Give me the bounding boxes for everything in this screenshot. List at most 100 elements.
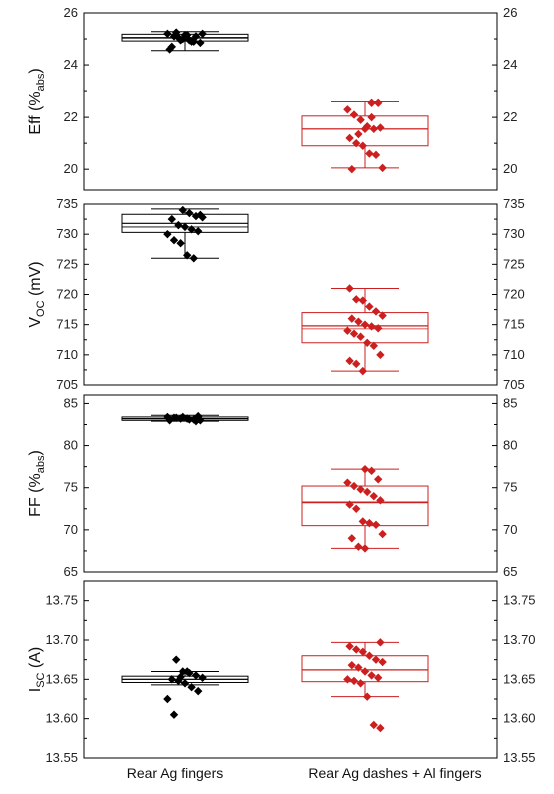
data-point bbox=[172, 413, 181, 422]
y-tick-label: 85 bbox=[64, 395, 78, 410]
data-point bbox=[374, 98, 383, 108]
data-point bbox=[371, 655, 381, 664]
box-iqr bbox=[301, 655, 429, 683]
data-point bbox=[178, 205, 187, 215]
data-point bbox=[365, 302, 374, 311]
y-tick-label-right: 720 bbox=[503, 287, 525, 302]
data-point bbox=[176, 239, 185, 248]
y-tick-label-right: 80 bbox=[503, 438, 517, 453]
data-point bbox=[347, 660, 356, 670]
data-point bbox=[354, 129, 363, 139]
box-rear-ag-fingers bbox=[121, 205, 249, 263]
data-point bbox=[347, 534, 356, 543]
y-axis-label: Eff (%abs) bbox=[27, 68, 47, 134]
data-point bbox=[376, 638, 385, 647]
y-tick-label-right: 735 bbox=[503, 196, 525, 211]
data-point bbox=[354, 663, 363, 672]
data-point bbox=[345, 284, 354, 293]
data-point bbox=[360, 124, 370, 134]
box-rear-ag-fingers bbox=[121, 655, 249, 719]
data-point bbox=[376, 123, 385, 132]
y-tick-label: 13.55 bbox=[45, 750, 78, 765]
data-point bbox=[360, 320, 370, 329]
data-point bbox=[167, 214, 176, 224]
y-tick-label: 730 bbox=[56, 226, 78, 241]
y-tick-label: 710 bbox=[56, 347, 78, 362]
panel-1: 20 20 22 22 24 24 26 26 Eff (%abs) bbox=[27, 5, 517, 191]
plot-frame bbox=[83, 394, 498, 573]
data-point bbox=[180, 679, 190, 688]
y-tick-label: 22 bbox=[64, 109, 78, 124]
data-point bbox=[345, 642, 354, 651]
box-rear-ag-dashes-al-fingers bbox=[301, 98, 429, 174]
x-category-label: Rear Ag fingers bbox=[127, 765, 224, 781]
data-point bbox=[172, 655, 181, 664]
y-tick-label: 24 bbox=[64, 57, 78, 72]
box-iqr bbox=[301, 485, 429, 527]
data-point bbox=[165, 416, 174, 425]
data-point bbox=[185, 208, 194, 218]
data-point bbox=[169, 236, 179, 245]
box-rear-ag-fingers bbox=[121, 411, 249, 426]
data-point bbox=[191, 416, 201, 426]
y-tick-label-right: 22 bbox=[503, 109, 517, 124]
data-point bbox=[376, 350, 385, 360]
panel-3: 65 65 70 70 75 75 80 80 85 85 FF (%abs) bbox=[27, 394, 517, 579]
data-point bbox=[349, 481, 359, 491]
data-point bbox=[360, 464, 370, 474]
y-tick-label: 26 bbox=[64, 5, 78, 20]
data-point bbox=[345, 500, 354, 509]
data-point bbox=[198, 29, 207, 39]
data-point bbox=[352, 138, 361, 148]
data-point bbox=[174, 33, 183, 42]
y-tick-label-right: 730 bbox=[503, 226, 525, 241]
data-point bbox=[180, 222, 190, 232]
y-axis-label: FF (%abs) bbox=[27, 450, 47, 517]
y-tick-label: 720 bbox=[56, 287, 78, 302]
data-point bbox=[369, 491, 378, 501]
y-tick-label: 13.65 bbox=[45, 671, 78, 686]
data-point bbox=[376, 723, 385, 733]
data-point bbox=[167, 42, 176, 52]
y-tick-label-right: 26 bbox=[503, 5, 517, 20]
y-tick-label-right: 13.70 bbox=[503, 632, 536, 647]
y-tick-label-right: 13.55 bbox=[503, 750, 536, 765]
data-point bbox=[363, 692, 372, 701]
data-point bbox=[163, 694, 172, 704]
y-tick-label: 715 bbox=[56, 317, 78, 332]
data-point bbox=[178, 412, 187, 422]
panel-4: 13.55 13.55 13.60 13.60 13.65 13.65 13.70 13.70… bbox=[27, 580, 536, 765]
data-point bbox=[187, 225, 196, 234]
data-point bbox=[371, 307, 381, 316]
data-point bbox=[352, 645, 361, 654]
data-point bbox=[367, 671, 376, 680]
data-point bbox=[191, 32, 201, 41]
data-point bbox=[378, 163, 387, 173]
data-point bbox=[174, 676, 183, 686]
y-tick-label-right: 20 bbox=[503, 161, 517, 176]
data-point bbox=[174, 220, 183, 230]
data-point bbox=[198, 673, 207, 682]
data-point bbox=[356, 332, 365, 341]
data-point bbox=[365, 149, 374, 158]
data-point bbox=[352, 295, 361, 304]
data-point bbox=[354, 317, 363, 326]
data-point bbox=[378, 311, 387, 320]
y-tick-label: 13.60 bbox=[45, 711, 78, 726]
y-tick-label: 70 bbox=[64, 522, 78, 537]
plot-frame bbox=[83, 12, 498, 191]
data-point bbox=[196, 210, 205, 220]
data-point bbox=[352, 359, 361, 369]
box-rear-ag-dashes-al-fingers bbox=[301, 464, 429, 553]
y-tick-label: 75 bbox=[64, 480, 78, 495]
data-point bbox=[345, 356, 354, 366]
data-point bbox=[352, 504, 361, 513]
data-point bbox=[356, 679, 365, 688]
box-rear-ag-dashes-al-fingers bbox=[301, 284, 429, 376]
data-point bbox=[358, 296, 367, 305]
data-point bbox=[369, 720, 378, 730]
y-tick-label-right: 13.60 bbox=[503, 711, 536, 726]
data-point bbox=[378, 529, 387, 539]
data-point bbox=[187, 37, 196, 46]
box-rear-ag-fingers bbox=[121, 28, 249, 54]
